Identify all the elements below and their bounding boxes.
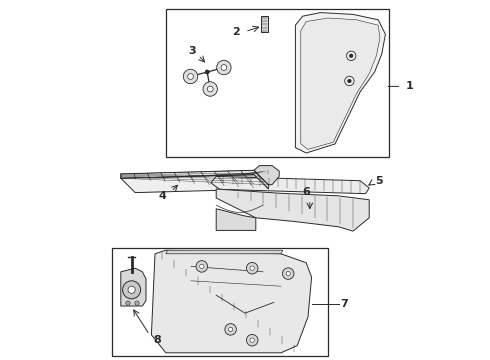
Circle shape xyxy=(183,69,197,84)
Polygon shape xyxy=(121,175,269,193)
Circle shape xyxy=(347,79,351,83)
Polygon shape xyxy=(254,166,279,185)
Bar xyxy=(166,9,389,157)
Text: 5: 5 xyxy=(375,176,383,186)
Text: 3: 3 xyxy=(189,46,196,57)
Polygon shape xyxy=(121,170,269,189)
Polygon shape xyxy=(166,250,283,254)
Circle shape xyxy=(203,82,218,96)
Circle shape xyxy=(188,73,194,79)
Circle shape xyxy=(196,261,208,272)
Circle shape xyxy=(250,266,254,270)
Circle shape xyxy=(282,268,294,279)
Circle shape xyxy=(345,76,354,86)
Text: 8: 8 xyxy=(153,335,161,345)
Polygon shape xyxy=(121,268,146,306)
Circle shape xyxy=(207,86,213,92)
Text: 2: 2 xyxy=(232,27,240,37)
Circle shape xyxy=(349,54,353,58)
Polygon shape xyxy=(261,16,269,32)
Text: 7: 7 xyxy=(341,299,348,309)
Polygon shape xyxy=(295,13,386,153)
Circle shape xyxy=(346,51,356,60)
Polygon shape xyxy=(151,250,312,353)
Text: 1: 1 xyxy=(405,81,413,91)
Polygon shape xyxy=(216,209,256,230)
Circle shape xyxy=(205,70,209,74)
Circle shape xyxy=(225,324,236,335)
Circle shape xyxy=(250,338,254,342)
Polygon shape xyxy=(211,176,369,194)
Bar xyxy=(112,248,328,356)
Text: 4: 4 xyxy=(158,191,166,201)
Circle shape xyxy=(246,334,258,346)
Circle shape xyxy=(122,281,141,299)
Text: 6: 6 xyxy=(302,187,310,197)
Circle shape xyxy=(126,301,130,305)
Circle shape xyxy=(221,65,227,71)
Polygon shape xyxy=(216,189,369,231)
Circle shape xyxy=(286,271,291,276)
Polygon shape xyxy=(301,18,380,149)
Circle shape xyxy=(246,262,258,274)
Circle shape xyxy=(228,327,233,332)
Circle shape xyxy=(128,286,135,293)
Circle shape xyxy=(135,301,139,305)
Circle shape xyxy=(217,60,231,75)
Circle shape xyxy=(199,264,204,269)
